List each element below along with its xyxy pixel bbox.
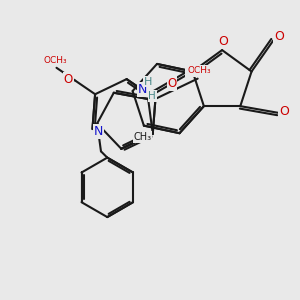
Text: O: O	[274, 30, 284, 43]
Text: O: O	[64, 73, 73, 86]
Text: OCH₃: OCH₃	[187, 66, 211, 75]
Text: N: N	[94, 125, 103, 138]
Text: CH₃: CH₃	[134, 132, 152, 142]
Text: H: H	[148, 91, 156, 101]
Text: OCH₃: OCH₃	[44, 56, 67, 65]
Text: O: O	[167, 77, 177, 90]
Text: OCH₃: OCH₃	[186, 67, 209, 76]
Text: N: N	[137, 83, 147, 96]
Text: O: O	[218, 35, 228, 48]
Text: O: O	[279, 105, 289, 118]
Text: H: H	[144, 76, 152, 87]
